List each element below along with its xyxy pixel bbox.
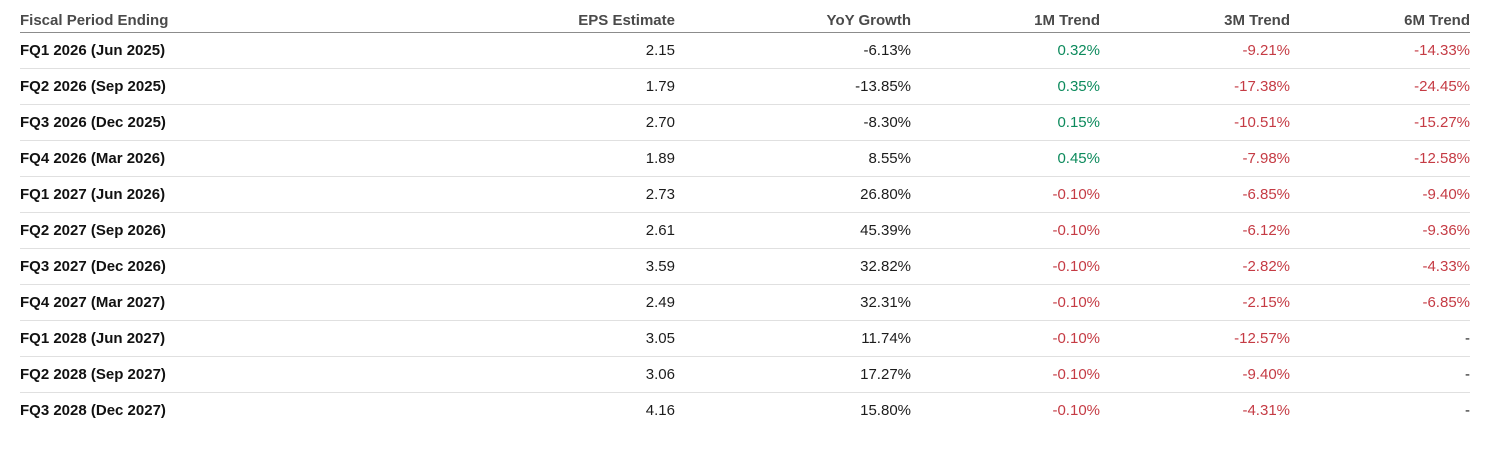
trend-6m-cell: -: [1290, 356, 1470, 393]
fiscal-period-cell: FQ1 2027 (Jun 2026): [20, 176, 460, 213]
yoy-growth-cell: 32.82%: [675, 248, 911, 285]
trend-6m-cell: -: [1465, 401, 1470, 419]
fiscal-period-cell: FQ2 2026 (Sep 2025): [20, 68, 460, 105]
trend-3m-cell: -4.31%: [1242, 401, 1290, 419]
fiscal-period-cell: FQ1 2026 (Jun 2025): [20, 32, 460, 69]
yoy-growth-cell: 26.80%: [675, 176, 911, 213]
trend-3m-cell: -10.51%: [1100, 104, 1290, 141]
table-row: FQ4 2027 (Mar 2027) 2.49 32.31% -0.10% -…: [20, 284, 1470, 321]
trend-6m-cell: -12.58%: [1290, 140, 1470, 177]
eps-estimate-cell: 1.89: [460, 140, 675, 177]
table-row: FQ1 2028 (Jun 2027) 3.05 11.74% -0.10% -…: [20, 320, 1470, 357]
table-row: FQ2 2028 (Sep 2027) 3.06 17.27% -0.10% -…: [20, 356, 1470, 393]
yoy-growth-cell: -8.30%: [675, 104, 911, 141]
trend-6m-cell: -9.40%: [1290, 176, 1470, 213]
table-row: FQ4 2026 (Mar 2026) 1.89 8.55% 0.45% -7.…: [20, 140, 1470, 177]
column-header-fiscal-period-ending: Fiscal Period Ending: [20, 0, 460, 33]
eps-estimate-cell: 2.61: [460, 212, 675, 249]
eps-estimates-section: Fiscal Period Ending EPS Estimate YoY Gr…: [20, 0, 1470, 428]
table-row: FQ1 2026 (Jun 2025) 2.15 -6.13% 0.32% -9…: [20, 32, 1470, 69]
yoy-growth-cell: 17.27%: [675, 356, 911, 393]
eps-estimate-cell: 2.73: [460, 176, 675, 213]
fiscal-period-cell: FQ1 2028 (Jun 2027): [20, 320, 460, 357]
fiscal-period-cell: FQ4 2027 (Mar 2027): [20, 284, 460, 321]
column-header-yoy-growth: YoY Growth: [675, 0, 911, 33]
eps-estimate-cell: 2.15: [460, 32, 675, 69]
trend-1m-cell: -0.10%: [911, 176, 1100, 213]
trend-6m-cell: -15.27%: [1290, 104, 1470, 141]
eps-estimates-table: Fiscal Period Ending EPS Estimate YoY Gr…: [20, 0, 1470, 428]
trend-1m-cell: -0.10%: [911, 356, 1100, 393]
trend-1m-cell: 0.35%: [911, 68, 1100, 105]
column-header-1m-trend: 1M Trend: [911, 0, 1100, 33]
fiscal-period-cell: FQ2 2027 (Sep 2026): [20, 212, 460, 249]
eps-estimate-cell: 3.06: [460, 356, 675, 393]
eps-estimate-cell: 3.59: [460, 248, 675, 285]
column-header-eps-estimate: EPS Estimate: [460, 0, 675, 33]
trend-1m-cell: 0.32%: [911, 32, 1100, 69]
trend-6m-cell: -14.33%: [1290, 32, 1470, 69]
column-header-6m-trend: 6M Trend: [1290, 0, 1470, 33]
table-row: FQ1 2027 (Jun 2026) 2.73 26.80% -0.10% -…: [20, 176, 1470, 213]
trend-1m-cell: -0.10%: [911, 212, 1100, 249]
yoy-growth-cell: 8.55%: [675, 140, 911, 177]
trend-1m-cell: 0.45%: [911, 140, 1100, 177]
eps-estimate-cell: 2.70: [460, 104, 675, 141]
trend-3m-cell: -9.21%: [1100, 32, 1290, 69]
trend-6m-cell: -9.36%: [1290, 212, 1470, 249]
yoy-growth-cell: -6.13%: [675, 32, 911, 69]
yoy-growth-cell: 32.31%: [675, 284, 911, 321]
trend-1m-cell: -0.10%: [1052, 401, 1100, 419]
trend-1m-cell: -0.10%: [911, 320, 1100, 357]
yoy-growth-cell: 15.80%: [860, 401, 911, 419]
eps-estimate-cell: 3.05: [460, 320, 675, 357]
trend-3m-cell: -17.38%: [1100, 68, 1290, 105]
table-row: FQ3 2026 (Dec 2025) 2.70 -8.30% 0.15% -1…: [20, 104, 1470, 141]
trend-6m-cell: -: [1290, 320, 1470, 357]
trend-6m-cell: -6.85%: [1290, 284, 1470, 321]
trend-3m-cell: -2.15%: [1100, 284, 1290, 321]
fiscal-period-cell: FQ4 2026 (Mar 2026): [20, 140, 460, 177]
trend-6m-cell: -24.45%: [1290, 68, 1470, 105]
trend-1m-cell: -0.10%: [911, 248, 1100, 285]
eps-estimate-cell: 4.16: [645, 401, 675, 419]
eps-estimate-cell: 2.49: [460, 284, 675, 321]
yoy-growth-cell: 11.74%: [675, 320, 911, 357]
trend-1m-cell: 0.15%: [911, 104, 1100, 141]
yoy-growth-cell: 45.39%: [675, 212, 911, 249]
table-row: FQ2 2026 (Sep 2025) 1.79 -13.85% 0.35% -…: [20, 68, 1470, 105]
table-row: FQ3 2028 (Dec 2027) 4.16 15.80% -0.10% -…: [20, 392, 1470, 428]
yoy-growth-cell: -13.85%: [675, 68, 911, 105]
table-header-row: Fiscal Period Ending EPS Estimate YoY Gr…: [20, 0, 1470, 33]
trend-1m-cell: -0.10%: [911, 284, 1100, 321]
trend-3m-cell: -9.40%: [1100, 356, 1290, 393]
fiscal-period-cell: FQ3 2027 (Dec 2026): [20, 248, 460, 285]
eps-estimate-cell: 1.79: [460, 68, 675, 105]
table-row: FQ3 2027 (Dec 2026) 3.59 32.82% -0.10% -…: [20, 248, 1470, 285]
fiscal-period-cell: FQ2 2028 (Sep 2027): [20, 356, 460, 393]
fiscal-period-cell: FQ3 2028 (Dec 2027): [20, 401, 166, 419]
trend-3m-cell: -6.85%: [1100, 176, 1290, 213]
fiscal-period-cell: FQ3 2026 (Dec 2025): [20, 104, 460, 141]
trend-6m-cell: -4.33%: [1290, 248, 1470, 285]
column-header-3m-trend: 3M Trend: [1100, 0, 1290, 33]
trend-3m-cell: -6.12%: [1100, 212, 1290, 249]
table-row: FQ2 2027 (Sep 2026) 2.61 45.39% -0.10% -…: [20, 212, 1470, 249]
trend-3m-cell: -7.98%: [1100, 140, 1290, 177]
trend-3m-cell: -2.82%: [1100, 248, 1290, 285]
trend-3m-cell: -12.57%: [1100, 320, 1290, 357]
